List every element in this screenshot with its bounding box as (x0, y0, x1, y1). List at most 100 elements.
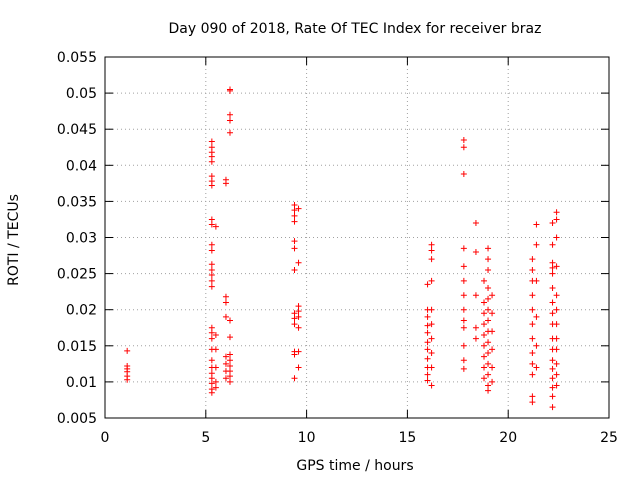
data-point (549, 310, 556, 317)
data-point (549, 220, 556, 227)
data-point (208, 261, 215, 268)
data-point (208, 158, 215, 165)
data-point (295, 303, 302, 310)
x-tick-label: 15 (398, 430, 416, 446)
data-point (489, 310, 496, 317)
data-point (208, 266, 215, 273)
data-point (549, 299, 556, 306)
data-point (291, 238, 298, 245)
y-tick-label: 0.035 (57, 194, 97, 210)
data-point (222, 360, 229, 367)
data-point (481, 375, 488, 382)
data-point (424, 371, 431, 378)
data-point (226, 368, 233, 375)
data-point (485, 360, 492, 367)
data-point (424, 377, 431, 384)
data-point (124, 347, 131, 354)
data-point (533, 277, 540, 284)
data-point (424, 355, 431, 362)
data-point (533, 221, 540, 228)
data-point (424, 281, 431, 288)
data-point (553, 382, 560, 389)
data-point (424, 322, 431, 329)
data-point (533, 342, 540, 349)
data-point (553, 234, 560, 241)
data-point (295, 205, 302, 212)
data-point (208, 247, 215, 254)
data-point (291, 315, 298, 322)
data-point (529, 256, 536, 263)
data-point (208, 272, 215, 279)
data-point (553, 216, 560, 223)
data-point (291, 375, 298, 382)
x-axis-ticks: 0 5 10 15 20 25 (101, 57, 618, 446)
data-point (549, 285, 556, 292)
data-point (124, 376, 131, 383)
data-point (208, 182, 215, 189)
x-tick-label: 20 (499, 430, 517, 446)
data-point (481, 321, 488, 328)
data-point (460, 306, 467, 313)
data-point (212, 364, 219, 371)
data-point (212, 223, 219, 230)
data-point (226, 373, 233, 380)
data-point (485, 266, 492, 273)
x-tick-label: 25 (600, 430, 618, 446)
data-point (460, 277, 467, 284)
data-point (291, 245, 298, 252)
y-axis-ticks: 0.005 0.01 0.015 0.02 0.025 0.03 0.035 0.04 0.04… (57, 50, 609, 427)
data-point (549, 384, 556, 391)
data-point (472, 292, 479, 299)
data-point (295, 259, 302, 266)
data-point (485, 317, 492, 324)
data-point (460, 137, 467, 144)
data-point (208, 173, 215, 180)
data-point (553, 263, 560, 270)
data-point (226, 357, 233, 364)
data-point (208, 153, 215, 160)
x-tick-label: 10 (298, 430, 316, 446)
data-point (549, 365, 556, 372)
data-point (428, 277, 435, 284)
data-point (212, 384, 219, 391)
y-tick-label: 0.055 (57, 50, 97, 66)
data-point (208, 277, 215, 284)
data-point (208, 380, 215, 387)
data-point (208, 324, 215, 331)
data-point (208, 138, 215, 145)
data-point (529, 306, 536, 313)
data-point (489, 378, 496, 385)
data-point (529, 292, 536, 299)
data-point (485, 387, 492, 394)
data-point (472, 335, 479, 342)
y-tick-label: 0.05 (66, 86, 97, 102)
plot-frame (104, 56, 610, 419)
data-point (212, 331, 219, 338)
data-point (549, 375, 556, 382)
data-point (222, 293, 229, 300)
y-tick-label: 0.03 (66, 231, 97, 247)
data-point (212, 378, 219, 385)
data-point (208, 375, 215, 382)
data-point (226, 378, 233, 385)
data-point (295, 324, 302, 331)
data-point (428, 247, 435, 254)
data-point (208, 335, 215, 342)
data-point (428, 364, 435, 371)
y-tick-label: 0.015 (57, 339, 97, 355)
data-point (291, 212, 298, 219)
data-point (533, 241, 540, 248)
data-point (424, 313, 431, 320)
y-axis-label: ROTI / TECUs (6, 194, 22, 286)
data-point (424, 339, 431, 346)
data-point (549, 270, 556, 277)
data-point (529, 266, 536, 273)
data-point (291, 207, 298, 214)
data-point (553, 346, 560, 353)
data-point (291, 310, 298, 317)
data-point (553, 292, 560, 299)
data-point (529, 321, 536, 328)
data-point (295, 308, 302, 315)
data-point (485, 371, 492, 378)
data-point (553, 306, 560, 313)
